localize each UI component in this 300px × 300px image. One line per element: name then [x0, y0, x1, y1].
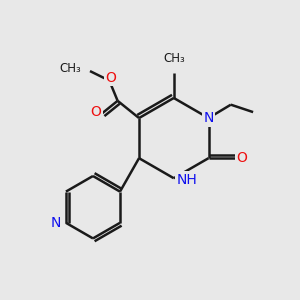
Text: O: O	[105, 70, 116, 85]
Text: O: O	[236, 151, 247, 165]
Text: N: N	[203, 111, 214, 125]
Text: N: N	[50, 216, 61, 230]
Text: O: O	[90, 105, 101, 119]
Text: CH₃: CH₃	[163, 52, 185, 65]
Text: CH₃: CH₃	[59, 61, 81, 75]
Text: NH: NH	[177, 173, 197, 187]
